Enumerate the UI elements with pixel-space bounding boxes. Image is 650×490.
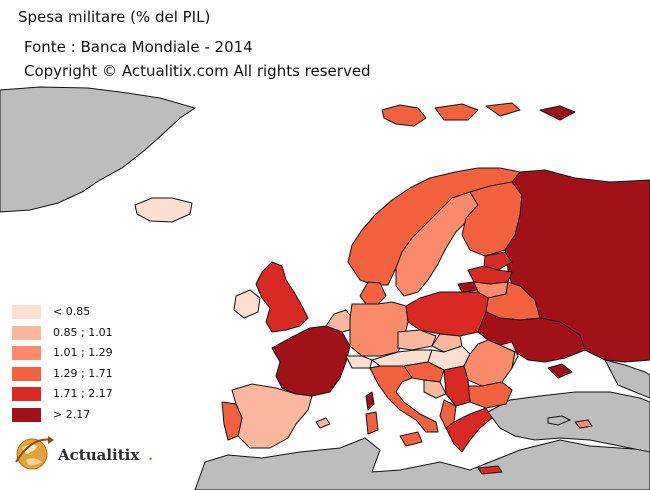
region-france (271, 325, 351, 397)
region-sicily (399, 431, 423, 447)
region-portugal (221, 401, 243, 441)
region-greenland (0, 86, 197, 213)
region-svalbard (381, 104, 427, 127)
region-svalbard-2 (434, 103, 479, 121)
legend-label: 1.01 ; 1.29 (53, 346, 113, 359)
country-regions (134, 102, 650, 475)
region-cyprus-white (574, 419, 593, 429)
region-poland (405, 291, 489, 337)
region-caucasus (604, 359, 650, 399)
region-north-africa (194, 437, 650, 490)
region-serbia (443, 365, 471, 407)
region-turkey-middle-east (487, 391, 650, 453)
legend-swatch (12, 346, 41, 360)
legend-swatch (12, 407, 41, 422)
region-estonia (483, 251, 513, 271)
no-data-regions (0, 86, 650, 490)
region-svalbard-3 (485, 102, 521, 117)
region-cyprus (547, 415, 572, 426)
region-italy (369, 365, 439, 433)
region-greece (445, 407, 493, 453)
legend-label: 1.71 ; 2.17 (53, 387, 113, 400)
region-czech (397, 329, 437, 351)
data-source: Fonte : Banca Mondiale - 2014 (24, 38, 253, 56)
legend-swatch (12, 366, 41, 381)
legend-label: 0.85 ; 1.01 (53, 325, 113, 339)
region-iceland (134, 197, 193, 223)
region-corsica (365, 391, 375, 411)
region-switzerland (345, 355, 373, 369)
logo-wordmark: Actualitix (58, 446, 140, 464)
region-crimea (547, 363, 573, 379)
legend-label: < 0.85 (53, 305, 91, 318)
region-latvia (467, 265, 513, 285)
logo-dot-icon: . (148, 446, 154, 464)
region-slovakia (431, 333, 463, 353)
legend-label: > 2.17 (53, 407, 91, 421)
region-moldova (499, 341, 519, 369)
actualitix-logo: Actualitix . (12, 432, 154, 472)
region-crete (477, 465, 503, 475)
legend-label: 1.29 ; 1.71 (53, 366, 113, 380)
region-novaya-zemlya (539, 105, 576, 121)
region-bosnia (423, 379, 447, 399)
region-ireland (233, 289, 261, 319)
region-balearics (315, 417, 331, 429)
region-uk (255, 261, 309, 333)
legend-swatch (12, 387, 41, 401)
legend-swatch (12, 305, 41, 319)
region-bulgaria (467, 381, 513, 409)
legend-swatch (12, 325, 41, 340)
map-title: Spesa militare (% del PIL) (18, 8, 211, 26)
globe-logo-icon (15, 436, 54, 470)
region-germany (349, 301, 409, 357)
copyright-notice: Copyright © Actualitix.com All rights re… (24, 62, 371, 80)
region-sardinia (365, 411, 379, 435)
